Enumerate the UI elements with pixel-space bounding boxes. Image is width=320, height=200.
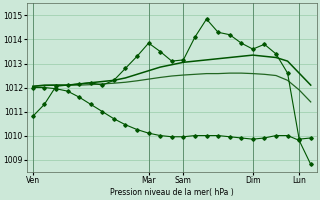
X-axis label: Pression niveau de la mer( hPa ): Pression niveau de la mer( hPa ) bbox=[110, 188, 234, 197]
